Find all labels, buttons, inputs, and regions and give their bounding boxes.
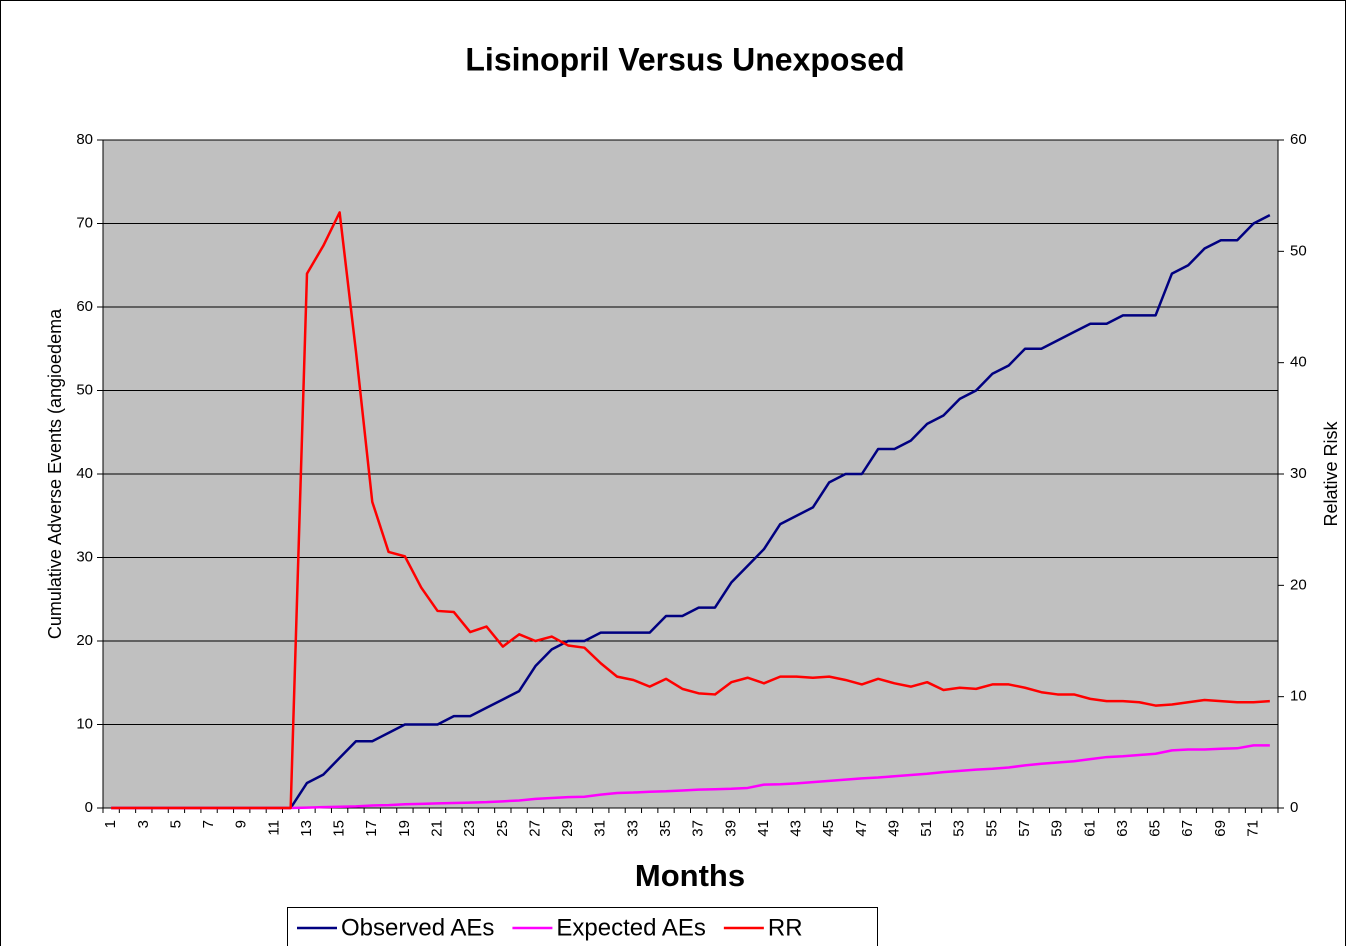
y2-tick-label: 0 — [1290, 799, 1298, 816]
x-tick-label: 59 — [1049, 820, 1066, 837]
y-tick-label: 50 — [76, 381, 93, 398]
y-tick-label: 10 — [76, 715, 93, 732]
series-line — [111, 744, 1270, 810]
y-axis-label: Cumulative Adverse Events (angioedema — [45, 308, 65, 639]
chart-title: Lisinopril Versus Unexposed — [465, 41, 904, 77]
x-tick-label: 1 — [102, 820, 119, 828]
x-tick-label: 63 — [1114, 820, 1131, 837]
x-tick-label: 39 — [722, 820, 739, 837]
y2-tick-label: 60 — [1290, 131, 1307, 148]
x-tick-label: 31 — [592, 820, 609, 837]
legend-label: Expected AEs — [556, 914, 705, 941]
x-tick-label: 5 — [167, 820, 184, 828]
x-tick-label: 19 — [396, 820, 413, 837]
x-tick-label: 53 — [951, 820, 968, 837]
x-tick-label: 17 — [363, 820, 380, 837]
x-axis-label: Months — [635, 858, 745, 893]
x-tick-label: 21 — [429, 820, 446, 837]
series-line — [111, 211, 1270, 810]
y-tick-label: 20 — [76, 632, 93, 649]
y-tick-label: 70 — [76, 214, 93, 231]
x-tick-label: 37 — [690, 820, 707, 837]
y2-tick-label: 30 — [1290, 465, 1307, 482]
x-tick-label: 65 — [1147, 820, 1164, 837]
x-tick-label: 51 — [918, 820, 935, 837]
x-tick-label: 47 — [853, 820, 870, 837]
x-tick-label: 57 — [1016, 820, 1033, 837]
y2-tick-label: 50 — [1290, 242, 1307, 259]
x-tick-label: 13 — [298, 820, 315, 837]
y-tick-label: 0 — [85, 799, 93, 816]
x-tick-label: 69 — [1212, 820, 1229, 837]
x-tick-label: 23 — [461, 820, 478, 837]
legend: Observed AEs Expected AEs RR — [287, 907, 878, 946]
x-tick-label: 43 — [788, 820, 805, 837]
x-tick-label: 11 — [265, 820, 282, 836]
x-tick-label: 29 — [559, 820, 576, 837]
y2-tick-label: 40 — [1290, 354, 1307, 371]
x-tick-label: 33 — [624, 820, 641, 837]
x-tick-label: 41 — [755, 820, 772, 837]
x-tick-label: 15 — [331, 820, 348, 837]
legend-label: Observed AEs — [341, 914, 494, 941]
y2-tick-label: 10 — [1290, 688, 1307, 705]
y-tick-label: 60 — [76, 298, 93, 315]
x-tick-label: 9 — [233, 820, 250, 828]
series-line — [111, 214, 1271, 810]
x-tick-label: 67 — [1179, 820, 1196, 837]
y2-axis-label: Relative Risk — [1321, 420, 1341, 526]
x-tick-label: 71 — [1244, 820, 1261, 837]
legend-box — [287, 907, 878, 946]
x-tick-label: 49 — [885, 820, 902, 837]
legend-label: RR — [768, 914, 803, 941]
x-tick-label: 7 — [200, 820, 217, 828]
x-tick-label: 27 — [526, 820, 543, 837]
x-tick-label: 45 — [820, 820, 837, 837]
x-tick-label: 3 — [135, 820, 152, 828]
y-tick-label: 30 — [76, 548, 93, 565]
x-tick-label: 25 — [494, 820, 511, 837]
y2-tick-label: 20 — [1290, 576, 1307, 593]
x-tick-label: 35 — [657, 820, 674, 837]
y-tick-label: 80 — [76, 131, 93, 148]
x-tick-label: 55 — [983, 820, 1000, 837]
y-tick-label: 40 — [76, 465, 93, 482]
x-tick-label: 61 — [1081, 820, 1098, 837]
